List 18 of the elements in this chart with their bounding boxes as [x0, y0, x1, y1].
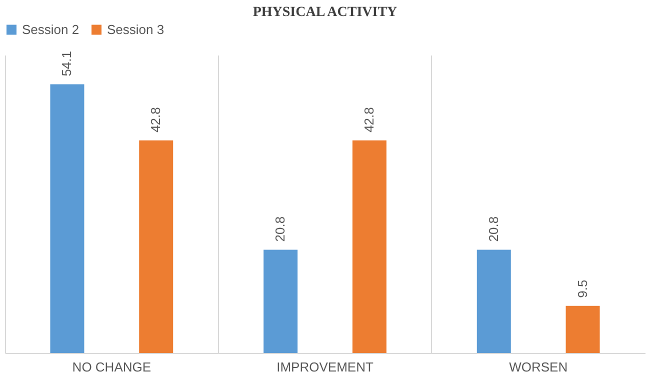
bar: [352, 140, 386, 353]
bar: [50, 84, 84, 353]
legend-label: Session 3: [107, 22, 164, 37]
bar: [476, 250, 511, 353]
data-label: 54.1: [59, 50, 74, 76]
x-tick-label: WORSEN: [509, 360, 568, 374]
data-label: 42.8: [148, 107, 164, 132]
data-label: 20.8: [486, 216, 501, 242]
data-label: 20.8: [272, 216, 288, 242]
x-tick-label: NO CHANGE: [72, 360, 152, 374]
data-label: 9.5: [574, 280, 590, 298]
bar: [264, 250, 298, 353]
x-tick-label: IMPROVEMENT: [276, 360, 374, 374]
chart-title: PHYSICAL ACTIVITY: [252, 5, 398, 20]
legend-label: Session 2: [22, 22, 80, 37]
bar: [566, 306, 600, 353]
data-label: 42.8: [361, 107, 376, 132]
bar: [139, 140, 174, 353]
